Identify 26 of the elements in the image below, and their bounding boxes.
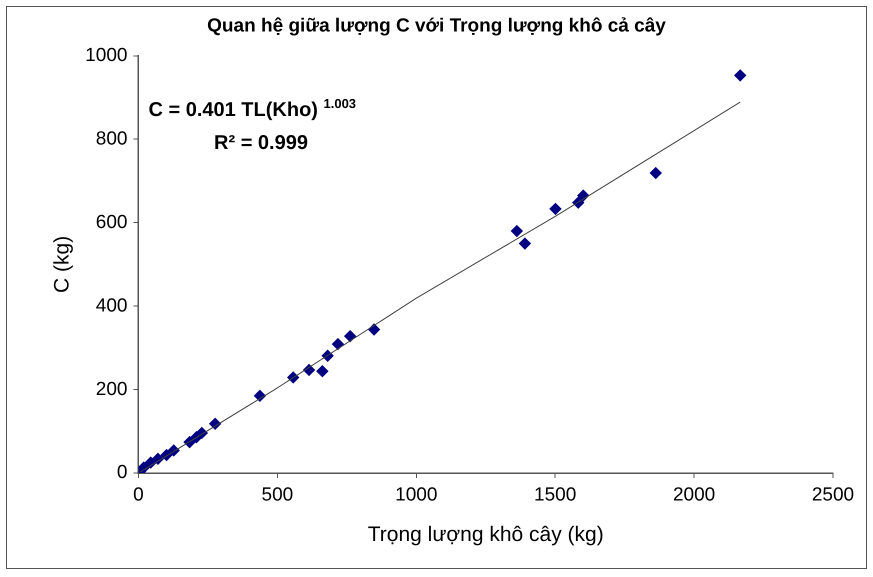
point xyxy=(549,202,562,215)
x-tick-label: 2000 xyxy=(672,484,716,506)
y-tick-label: 800 xyxy=(96,128,128,150)
y-tick-label: 0 xyxy=(116,462,128,484)
point xyxy=(518,238,531,250)
x-tick-label: 1500 xyxy=(534,484,576,506)
x-tick-label: 500 xyxy=(262,484,294,506)
y-tick-label: 200 xyxy=(96,378,128,400)
point xyxy=(344,330,356,342)
annotation: R² = 0.999 xyxy=(214,132,308,154)
point xyxy=(734,69,746,82)
point xyxy=(332,338,344,350)
point xyxy=(577,190,590,202)
chart-title: Quan hệ giữa lượng C với Trọng lượng khô cả cây xyxy=(207,16,666,37)
annotation: C = 0.401 TL(Kho) 1.003 xyxy=(148,96,356,121)
point xyxy=(510,225,523,238)
y-tick-label: 400 xyxy=(96,295,128,316)
x-tick-label: 1000 xyxy=(395,484,438,506)
y-axis-title: C (kg) xyxy=(50,236,74,293)
point xyxy=(316,365,328,378)
y-tick-label: 600 xyxy=(96,212,128,233)
x-tick-label: 0 xyxy=(133,484,144,506)
y-tick-label: 1000 xyxy=(85,45,128,66)
x-axis-title: Trọng lượng khô cây (kg) xyxy=(368,523,604,546)
point xyxy=(650,167,662,180)
x-tick-label: 2500 xyxy=(812,484,854,506)
